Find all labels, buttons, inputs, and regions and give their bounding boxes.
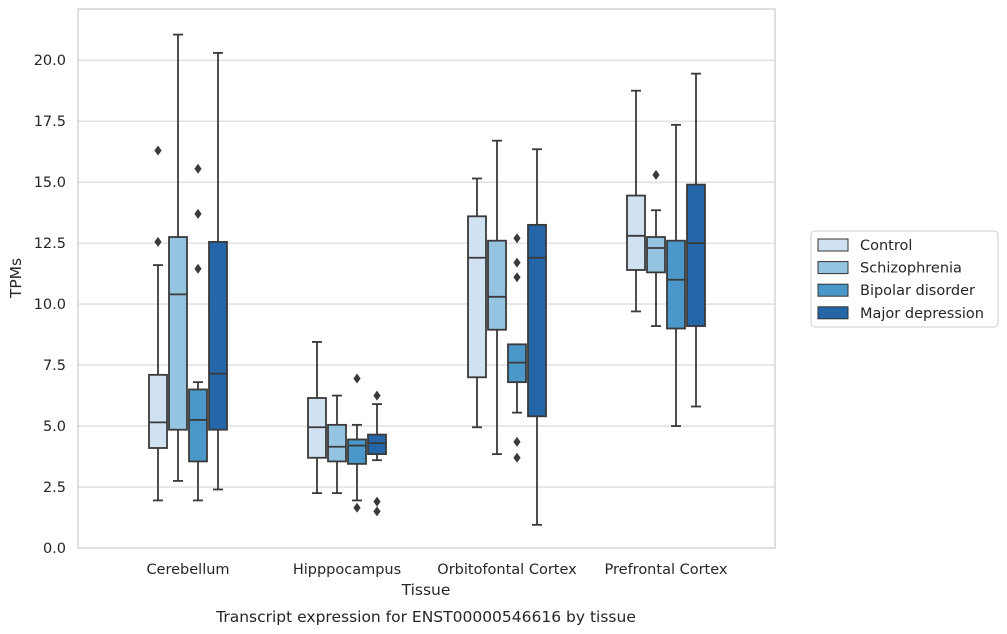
- legend-swatch: [817, 306, 849, 320]
- box-control: [148, 145, 168, 502]
- box-iqr: [467, 215, 487, 379]
- legend-swatch: [817, 238, 849, 252]
- outlier-point: [353, 502, 361, 513]
- legend-entry: Bipolar disorder: [860, 283, 975, 299]
- outlier-point: [652, 169, 660, 180]
- x-axis-ticks: Cerebellum Hipppocampus Orbitofontal Corte…: [146, 562, 727, 578]
- box-schizophrenia: [487, 139, 507, 456]
- box-major-depression: [527, 148, 547, 526]
- legend-swatch: [817, 261, 849, 275]
- box-groups: [148, 33, 706, 526]
- legend-entry: Major depression: [860, 306, 984, 322]
- box-schizophrenia: [168, 33, 188, 482]
- legend-swatch: [817, 283, 849, 297]
- outlier-point: [154, 145, 162, 156]
- outlier-point: [513, 436, 521, 447]
- outlier-point: [513, 233, 521, 244]
- y-tick-label: 0.0: [43, 541, 66, 557]
- x-tick-label: Hipppocampus: [293, 562, 401, 578]
- legend-frame: [810, 230, 999, 328]
- outlier-point: [513, 257, 521, 268]
- outlier-point: [373, 390, 381, 401]
- box-iqr: [327, 423, 347, 463]
- box-control: [626, 89, 646, 313]
- box-iqr: [686, 183, 706, 327]
- box-iqr: [347, 438, 367, 465]
- x-tick-label: Cerebellum: [146, 562, 229, 578]
- outlier-point: [194, 208, 202, 219]
- x-tick-label: Prefrontal Cortex: [605, 562, 728, 578]
- box-major-depression: [208, 52, 228, 491]
- y-tick-label: 15.0: [34, 175, 66, 191]
- box-schizophrenia: [646, 169, 666, 327]
- y-tick-label: 12.5: [34, 236, 66, 252]
- y-tick-label: 17.5: [34, 114, 66, 130]
- outlier-point: [513, 272, 521, 283]
- box-iqr: [148, 373, 168, 449]
- outlier-point: [353, 373, 361, 384]
- box-bipolar-disorder: [666, 123, 686, 427]
- box-control: [467, 177, 487, 429]
- outlier-point: [373, 496, 381, 507]
- y-tick-label: 20.0: [34, 53, 66, 69]
- box-control: [307, 341, 327, 495]
- y-axis-ticks: 0.0 2.5 5.0 7.5 10.0 12.5 15.0 17.5 20.0: [34, 53, 66, 557]
- y-axis-label: TPMs: [7, 258, 25, 299]
- outlier-point: [194, 263, 202, 274]
- box-iqr: [188, 388, 208, 463]
- y-tick-label: 7.5: [43, 358, 66, 374]
- legend: Control Schizophrenia Bipolar disorder Majo…: [810, 230, 999, 328]
- box-iqr: [527, 223, 547, 418]
- box-bipolar-disorder: [347, 373, 367, 513]
- box-iqr: [367, 433, 387, 456]
- box-major-depression: [367, 390, 387, 517]
- outlier-point: [194, 163, 202, 174]
- box-iqr: [487, 239, 507, 331]
- y-tick-label: 10.0: [34, 297, 66, 313]
- box-iqr: [626, 194, 646, 271]
- y-tick-label: 2.5: [43, 480, 66, 496]
- outlier-point: [373, 506, 381, 517]
- x-axis-label: Tissue: [401, 581, 451, 599]
- box-bipolar-disorder: [188, 163, 208, 502]
- box-iqr: [646, 236, 666, 274]
- outlier-point: [154, 236, 162, 247]
- legend-entry: Schizophrenia: [860, 261, 962, 277]
- box-bipolar-disorder: [507, 233, 527, 463]
- legend-entry: Control: [860, 238, 912, 254]
- outlier-point: [513, 452, 521, 463]
- box-iqr: [666, 239, 686, 330]
- box-major-depression: [686, 72, 706, 408]
- y-tick-label: 5.0: [43, 419, 66, 435]
- chart-caption: Transcript expression for ENST0000054661…: [215, 608, 636, 626]
- box-iqr: [208, 241, 228, 431]
- box-iqr: [168, 236, 188, 431]
- box-schizophrenia: [327, 394, 347, 495]
- x-tick-label: Orbitofontal Cortex: [437, 562, 577, 578]
- plot-frame: [77, 8, 776, 549]
